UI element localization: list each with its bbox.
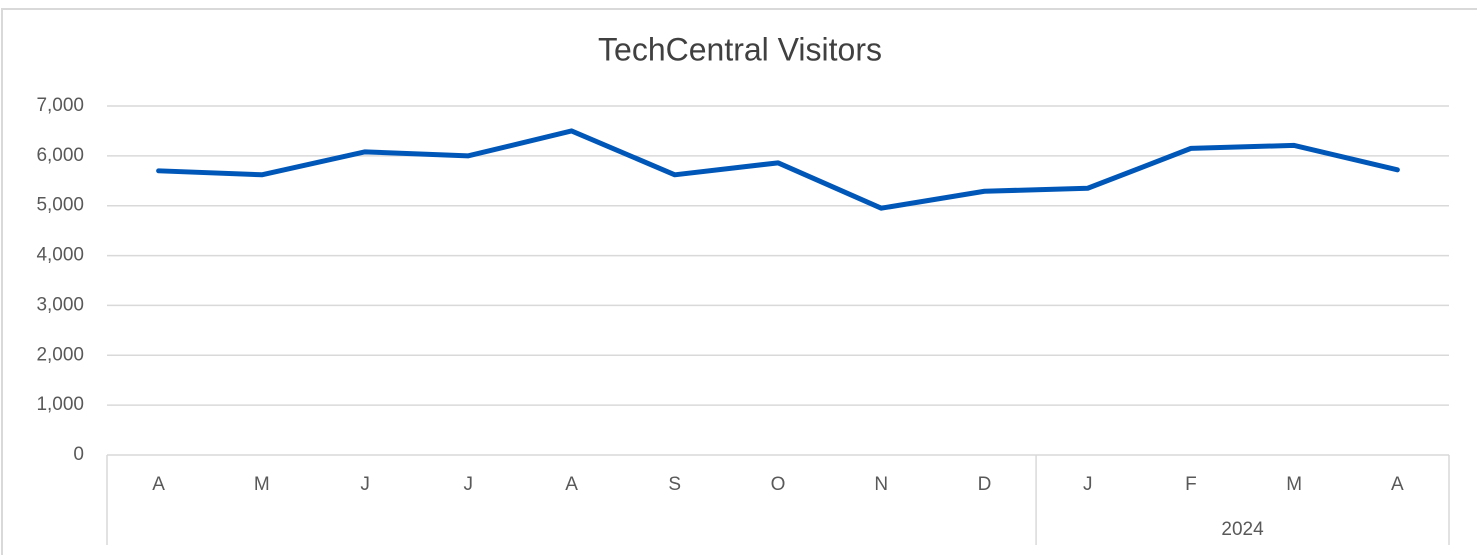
y-tick-label: 3,000 xyxy=(36,294,84,315)
y-tick-label: 4,000 xyxy=(36,245,84,266)
x-tick-label: O xyxy=(771,474,786,495)
x-tick-label: A xyxy=(1391,474,1404,495)
x-tick-label: S xyxy=(668,474,681,495)
y-tick-label: 7,000 xyxy=(36,95,84,116)
y-tick-label: 1,000 xyxy=(36,394,84,415)
chart-frame xyxy=(1,8,1477,555)
x-tick-label: M xyxy=(1286,474,1302,495)
y-tick-label: 6,000 xyxy=(36,145,84,166)
chart-title: TechCentral Visitors xyxy=(598,31,882,67)
x-tick-label: J xyxy=(360,474,370,495)
x-tick-label: J xyxy=(464,474,474,495)
x-tick-label: D xyxy=(978,474,992,495)
x-tick-label: J xyxy=(1083,474,1093,495)
y-tick-label: 0 xyxy=(73,444,84,465)
y-tick-label: 2,000 xyxy=(36,344,84,365)
group-label: 2024 xyxy=(1221,519,1264,540)
x-tick-label: N xyxy=(874,474,888,495)
x-tick-label: A xyxy=(565,474,578,495)
y-tick-label: 5,000 xyxy=(36,195,84,216)
x-tick-label: M xyxy=(254,474,270,495)
x-tick-label: F xyxy=(1185,474,1197,495)
x-tick-label: A xyxy=(152,474,165,495)
line-series xyxy=(156,128,1400,211)
